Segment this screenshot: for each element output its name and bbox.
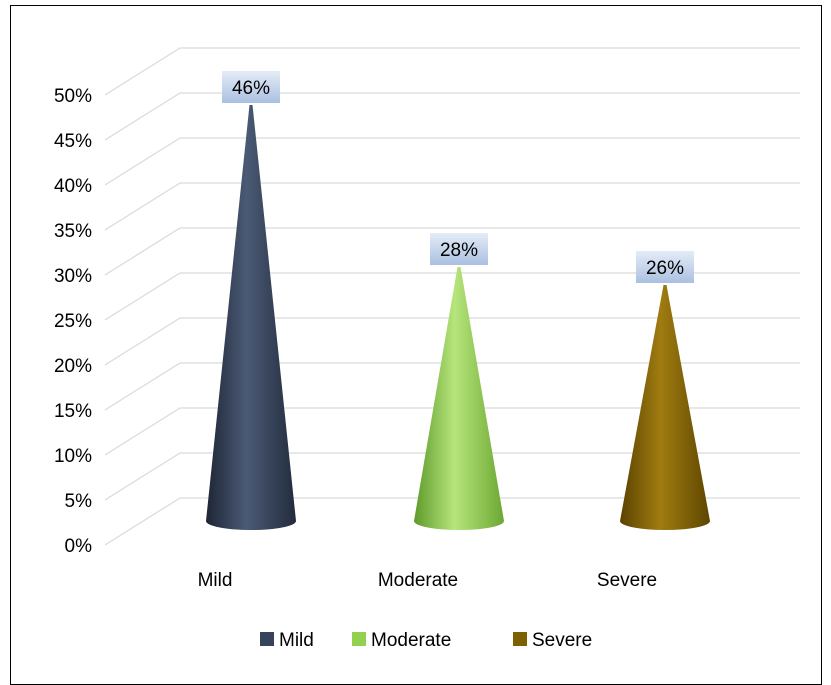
y-tick-label: 10% [54,446,92,467]
gridline-depth [104,182,181,231]
y-tick-label: 25% [54,311,92,332]
y-tick-label: 45% [54,131,92,152]
x-axis-categories: Mild Moderate Severe [198,570,658,591]
x-category-label: Mild [198,570,233,591]
data-label: 26% [636,251,694,283]
data-label-box [636,251,694,283]
gridline-depth [104,497,181,546]
legend-label: Moderate [371,630,451,651]
y-tick-label: 50% [54,86,92,107]
cone-body [206,105,296,530]
data-label-text: 46% [232,78,270,99]
legend-swatch [513,632,527,646]
legend: Mild Moderate Severe [260,630,592,651]
y-tick-label: 20% [54,356,92,377]
cones [206,105,710,530]
data-label: 46% [222,71,280,103]
legend-swatch [352,632,366,646]
legend-item-mild: Mild [260,630,314,651]
cone-body [414,267,504,530]
y-tick-label: 5% [65,491,93,512]
cone-mild [206,105,296,530]
gridline-depth [104,227,181,276]
gridline-depth [104,362,181,411]
data-label-text: 28% [440,240,478,261]
x-category-label: Moderate [378,570,458,591]
legend-swatch [260,632,274,646]
data-labels: 46% 28% 26% [222,71,694,283]
y-tick-label: 35% [54,221,92,242]
gridline-depth [104,92,181,141]
data-label-text: 26% [646,258,684,279]
gridline-depth [104,47,181,96]
gridline-depth [104,272,181,321]
gridline-depth [104,317,181,366]
y-axis-ticks: 0% 5% 10% 15% 20% 25% 30% 35% 40% 45% 50% [54,86,92,557]
chart-frame [10,5,822,685]
data-label-box [430,233,488,265]
y-tick-label: 0% [65,536,93,557]
legend-label: Mild [279,630,314,651]
gridlines [104,47,800,546]
y-tick-label: 30% [54,266,92,287]
y-tick-label: 15% [54,401,92,422]
cone-severe [620,285,710,530]
legend-label: Severe [532,630,592,651]
data-label: 28% [430,233,488,265]
gridline-depth [104,407,181,456]
x-category-label: Severe [597,570,657,591]
data-label-box [222,71,280,103]
cone-body [620,285,710,530]
gridline-depth [104,137,181,186]
y-tick-label: 40% [54,176,92,197]
gridline-depth [104,452,181,501]
legend-item-moderate: Moderate [352,630,451,651]
cone-moderate [414,267,504,530]
legend-item-severe: Severe [513,630,592,651]
